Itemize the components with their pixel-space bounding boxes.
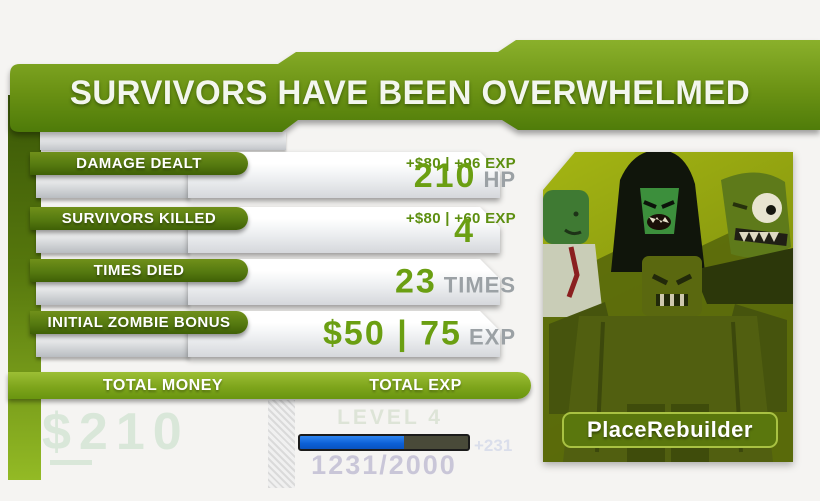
- row-step-decoration: [36, 280, 190, 305]
- header-banner: [10, 40, 820, 132]
- row-step-decoration: [36, 228, 190, 253]
- stat-row-initial-zombie-bonus: INITIAL ZOMBIE BONUS $50 | 75 EXP: [0, 311, 540, 357]
- stat-value: $50 | 75: [323, 314, 462, 353]
- stat-value-line: $50 | 75 EXP: [323, 315, 516, 354]
- stat-label: INITIAL ZOMBIE BONUS: [47, 314, 231, 331]
- stat-row-survivors-killed: SURVIVORS KILLED +$80 | +60 EXP 4: [0, 207, 540, 253]
- stat-row-times-died: TIMES DIED 23 TIMES: [0, 259, 540, 305]
- exp-progress-fill: [300, 436, 405, 449]
- header-step-decoration: [40, 132, 286, 150]
- player-nameplate: PlaceRebuilder: [562, 412, 778, 448]
- stat-bonus: +$80 | +60 EXP: [405, 210, 516, 227]
- total-exp-label: TOTAL EXP: [369, 376, 462, 394]
- totals-banner: TOTAL MONEY TOTAL EXP: [8, 372, 531, 399]
- stat-label: DAMAGE DEALT: [76, 155, 202, 172]
- stat-value-line: 4: [454, 212, 482, 251]
- row-step-decoration: [36, 173, 190, 198]
- total-money-label: TOTAL MONEY: [102, 376, 224, 394]
- stat-label-banner: INITIAL ZOMBIE BONUS: [30, 311, 248, 334]
- stat-unit: TIMES: [443, 272, 516, 298]
- page-title: SURVIVORS HAVE BEEN OVERWHELMED: [69, 74, 751, 112]
- money-underline-decoration: [50, 460, 92, 465]
- divider-hatch-strip: [268, 400, 295, 488]
- stat-value-line: 210 HP: [414, 157, 516, 196]
- total-money-value: $210: [42, 403, 190, 461]
- stat-value: 4: [454, 212, 475, 250]
- stat-value: 210: [413, 157, 477, 195]
- character-panel: PlaceRebuilder: [543, 152, 793, 462]
- stat-bonus: +$80 | +96 EXP: [405, 155, 516, 172]
- stat-unit: HP: [483, 167, 516, 192]
- stat-value-line: 23 TIMES: [395, 263, 516, 302]
- exp-progress-bar: [298, 434, 470, 451]
- exp-gain-text: +231: [474, 436, 513, 455]
- stat-label-banner: DAMAGE DEALT: [30, 152, 248, 175]
- stat-row-damage-dealt: DAMAGE DEALT +$80 | +96 EXP 210 HP: [0, 152, 540, 198]
- stat-unit: EXP: [468, 324, 516, 350]
- stat-label: TIMES DIED: [93, 262, 185, 279]
- row-step-decoration: [36, 332, 190, 357]
- exp-fraction-text: 1231/2000: [311, 450, 457, 480]
- stat-label: SURVIVORS KILLED: [61, 210, 217, 227]
- level-text: LEVEL 4: [337, 406, 443, 429]
- stat-value: 23: [394, 262, 437, 301]
- stat-label-banner: SURVIVORS KILLED: [30, 207, 248, 230]
- stat-label-banner: TIMES DIED: [30, 259, 248, 282]
- player-name: PlaceRebuilder: [587, 417, 753, 442]
